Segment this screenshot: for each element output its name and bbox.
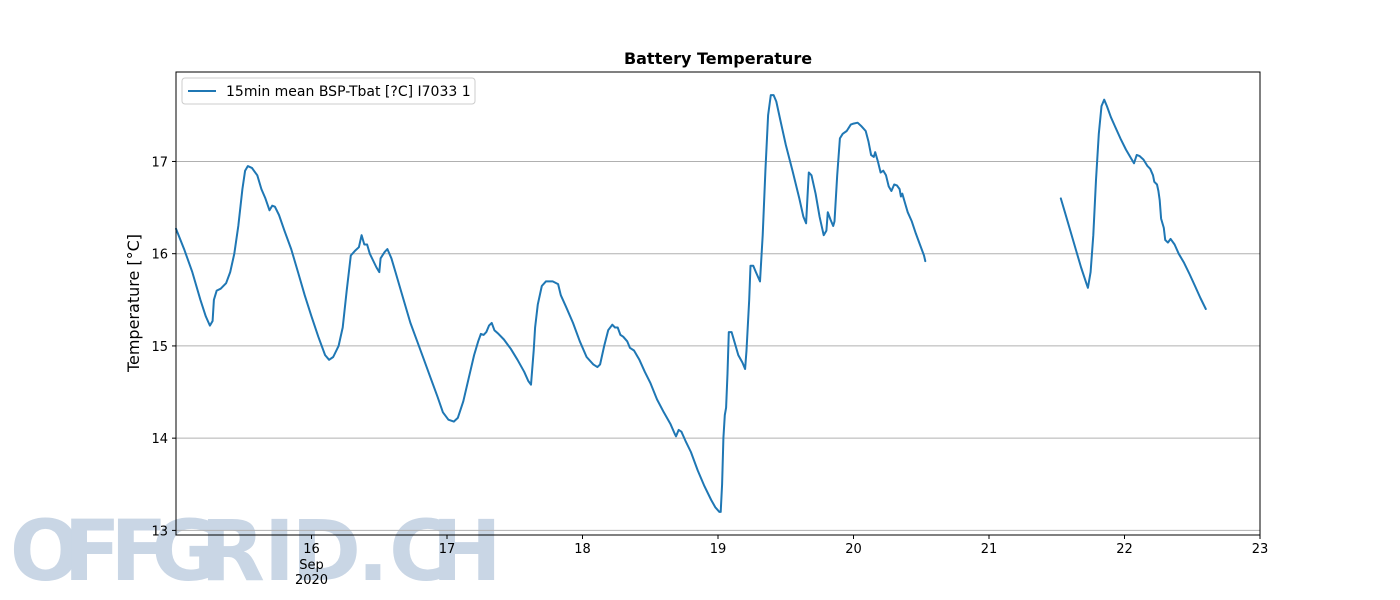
x-tick-sublabel: Sep — [299, 558, 324, 573]
x-tick-label: 22 — [1116, 542, 1133, 557]
watermark-letter: R — [200, 502, 265, 600]
y-axis: 13 14 15 16 17 — [151, 155, 176, 539]
legend-label: 15min mean BSP-Tbat [?C] I7033 1 — [226, 84, 471, 100]
series-line — [175, 94, 927, 513]
x-tick-label: 18 — [574, 542, 591, 557]
series-line — [1059, 98, 1207, 310]
y-tick-label: 15 — [151, 340, 168, 355]
watermark-letter: F — [64, 502, 121, 600]
watermark-letter: D — [291, 502, 361, 600]
x-tick-label: 21 — [981, 542, 998, 557]
grid-lines — [176, 160, 1260, 531]
legend-box — [181, 77, 476, 105]
y-tick-label: 17 — [151, 155, 168, 170]
x-tick-sublabel: 2020 — [295, 573, 328, 588]
legend: 15min mean BSP-Tbat [?C] I7033 1 — [181, 77, 476, 105]
watermark-letter: . — [357, 502, 389, 600]
chart-title: Battery Temperature — [624, 49, 812, 68]
x-tick-label: 20 — [845, 542, 862, 557]
x-tick-label: 17 — [439, 542, 456, 557]
y-axis-title: Temperature [°C] — [124, 234, 143, 373]
watermark-letter: I — [264, 502, 295, 600]
y-tick-label: 14 — [151, 432, 168, 447]
series-lines — [175, 94, 1207, 513]
watermark-letter: O — [10, 502, 81, 600]
y-tick-label: 13 — [151, 524, 168, 539]
y-tick-label: 16 — [151, 248, 168, 263]
watermark-letter: H — [431, 502, 501, 600]
watermark-letter: C — [389, 502, 451, 600]
x-tick-label: 23 — [1252, 542, 1269, 557]
watermark-letter: G — [151, 502, 220, 600]
x-tick-label: 19 — [710, 542, 727, 557]
watermark-letter: F — [110, 502, 167, 600]
x-tick-label: 16 — [303, 542, 320, 557]
